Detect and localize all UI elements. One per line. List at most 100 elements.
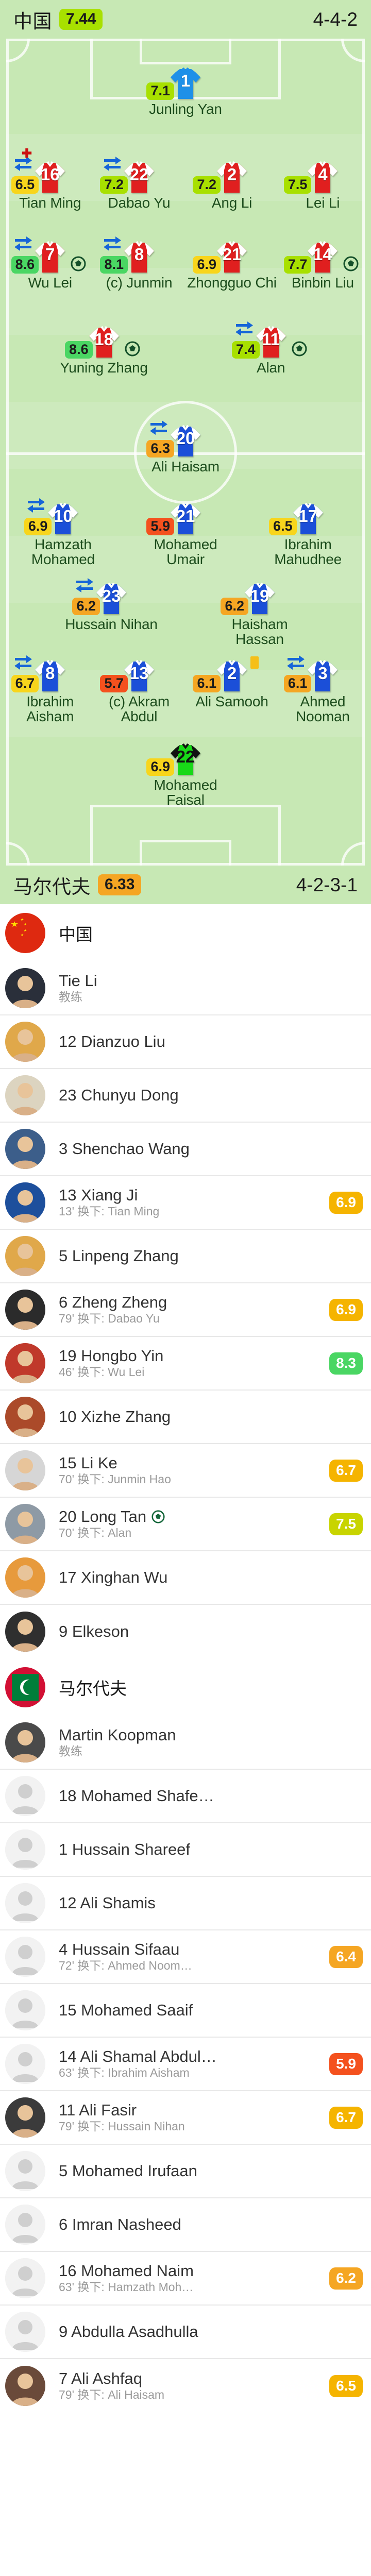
list-item[interactable]: 12 Dianzuo Liu bbox=[0, 1015, 371, 1069]
pitch-player-token[interactable]: 7 8.6 Wu Lei bbox=[4, 234, 96, 290]
list-item-info: 15 Mohamed Saaif bbox=[59, 2001, 363, 2020]
list-item-name: 10 Xizhe Zhang bbox=[59, 1407, 171, 1426]
list-item[interactable]: 19 Hongbo Yin 46' 换下: Wu Lei 8.3 bbox=[0, 1337, 371, 1391]
jersey-number: 8 bbox=[134, 245, 144, 264]
avatar bbox=[5, 1557, 45, 1598]
list-item-info: 17 Xinghan Wu bbox=[59, 1568, 363, 1587]
list-item[interactable]: 5 Mohamed Irufaan bbox=[0, 2145, 371, 2198]
list-item[interactable]: 10 Xizhe Zhang bbox=[0, 1391, 371, 1444]
player-shirt-row: 17 6.5 bbox=[262, 496, 355, 535]
pitch-player-token[interactable]: 8 8.1 (c) Junmin bbox=[93, 234, 185, 290]
pitch-player-token[interactable]: 1 7.1 Junling Yan bbox=[139, 61, 232, 116]
pitch-player-token[interactable]: 3 6.1 Ahmed Nooman bbox=[276, 653, 369, 724]
list-item-rating-badge: 6.7 bbox=[329, 2106, 363, 2129]
player-shirt-row: 10 6.9 bbox=[16, 496, 109, 535]
home-team-rating: 7.44 bbox=[59, 9, 103, 30]
list-item[interactable]: 9 Elkeson bbox=[0, 1605, 371, 1658]
pitch-player-token[interactable]: 14 7.7 Binbin Liu bbox=[276, 234, 369, 290]
goal-icon bbox=[343, 256, 359, 272]
list-item[interactable]: 1 Hussain Shareef bbox=[0, 1823, 371, 1877]
list-item[interactable]: 11 Ali Fasir 79' 换下: Hussain Nihan 6.7 bbox=[0, 2091, 371, 2145]
list-item-name: 11 Ali Fasir bbox=[59, 2100, 137, 2119]
avatar bbox=[5, 1236, 45, 1276]
player-shirt-row: 20 6.3 bbox=[139, 418, 232, 457]
player-rating-badge: 6.1 bbox=[283, 675, 312, 692]
list-item-info: 9 Elkeson bbox=[59, 1622, 363, 1641]
player-rating-badge: 6.2 bbox=[221, 598, 248, 615]
list-item-info: Martin Koopman 教练 bbox=[59, 1726, 363, 1759]
pitch-player-token[interactable]: 19 6.2 Haisham Hassan bbox=[213, 576, 306, 647]
list-item[interactable]: 12 Ali Shamis bbox=[0, 1877, 371, 1930]
pitch-player-token[interactable]: 13 5.7 (c) Akram Abdul bbox=[93, 653, 185, 724]
pitch-player-token[interactable]: 21 5.9 Mohamed Umair bbox=[139, 496, 232, 567]
home-list-team-name: 中国 bbox=[59, 925, 93, 944]
jersey-number: 20 bbox=[176, 429, 195, 448]
pitch-player-token[interactable]: 20 6.3 Ali Haisam bbox=[139, 418, 232, 474]
list-item[interactable]: 9 Abdulla Asadhulla bbox=[0, 2306, 371, 2359]
list-item-subtext: 63' 换下: Ibrahim Aisham bbox=[59, 2066, 190, 2080]
player-shirt-row: 21 5.9 bbox=[139, 496, 232, 535]
home-team-name: 中国 bbox=[13, 10, 52, 32]
jersey-number: 22 bbox=[176, 747, 195, 766]
list-item-rating-badge: 6.9 bbox=[329, 1191, 363, 1214]
pitch-player-token[interactable]: 11 7.4 Alan bbox=[225, 319, 317, 375]
list-item-name: 12 Dianzuo Liu bbox=[59, 1032, 165, 1050]
jersey-number: 4 bbox=[318, 165, 328, 184]
jersey-number: 17 bbox=[298, 506, 317, 526]
list-item[interactable]: 5 Linpeng Zhang bbox=[0, 1230, 371, 1283]
jersey-icon: 10 bbox=[47, 501, 79, 535]
pitch-player-token[interactable]: 22 7.2 Dabao Yu bbox=[93, 155, 185, 210]
list-item[interactable]: 16 Mohamed Naim 63' 换下: Hamzath Moh… 6.2 bbox=[0, 2252, 371, 2306]
pitch-player-token[interactable]: 2 6.1 Ali Samooh bbox=[185, 653, 278, 709]
list-item[interactable]: 15 Li Ke 70' 换下: Junmin Hao 6.7 bbox=[0, 1444, 371, 1498]
avatar bbox=[5, 1722, 45, 1762]
list-item[interactable]: 13 Xiang Ji 13' 换下: Tian Ming 6.9 bbox=[0, 1176, 371, 1230]
pitch-player-token[interactable]: 16 6.5 Tian Ming bbox=[4, 148, 96, 210]
list-item[interactable]: 14 Ali Shamal Abdul… 63' 换下: Ibrahim Ais… bbox=[0, 2038, 371, 2091]
pitch-player-token[interactable]: 21 6.9 Zhongguo Chi bbox=[185, 234, 278, 290]
jersey-number: 10 bbox=[54, 506, 73, 526]
list-item[interactable]: 17 Xinghan Wu bbox=[0, 1551, 371, 1605]
list-item-name: 1 Hussain Shareef bbox=[59, 1840, 191, 1858]
list-item-info: 16 Mohamed Naim 63' 换下: Hamzath Moh… bbox=[59, 2262, 323, 2295]
jersey-number: 2 bbox=[227, 664, 237, 683]
list-item[interactable]: 23 Chunyu Dong bbox=[0, 1069, 371, 1123]
player-shirt-row: 2 6.1 bbox=[185, 653, 278, 692]
list-item[interactable]: Martin Koopman 教练 bbox=[0, 1716, 371, 1770]
player-rating-badge: 7.1 bbox=[146, 82, 174, 100]
list-item-name: 13 Xiang Ji bbox=[59, 1185, 138, 1204]
pitch-player-token[interactable]: 2 7.2 Ang Li bbox=[185, 155, 278, 210]
pitch-player-token[interactable]: 22 6.9 Mohamed Faisal bbox=[139, 737, 232, 807]
list-item-subtext: 13' 换下: Tian Ming bbox=[59, 1205, 160, 1218]
player-rating-badge: 7.2 bbox=[100, 176, 128, 194]
pitch-player-name: Lei Li bbox=[306, 195, 340, 211]
list-item-subtext: 79' 换下: Hussain Nihan bbox=[59, 2120, 185, 2133]
pitch-player-token[interactable]: 18 8.6 Yuning Zhang bbox=[58, 319, 150, 375]
avatar bbox=[5, 1937, 45, 1977]
list-item[interactable]: 4 Hussain Sifaau 72' 换下: Ahmed Noom… 6.4 bbox=[0, 1930, 371, 1984]
pitch-player-name: Alan bbox=[256, 360, 285, 376]
pitch-player-token[interactable]: 23 6.2 Hussain Nihan bbox=[65, 576, 158, 632]
list-item[interactable]: Tie Li 教练 bbox=[0, 962, 371, 1015]
away-team-rating: 6.33 bbox=[98, 874, 142, 895]
pitch-player-token[interactable]: 8 6.7 Ibrahim Aisham bbox=[4, 653, 96, 724]
list-item-rating-badge: 5.9 bbox=[329, 2053, 363, 2075]
list-item[interactable]: 20 Long Tan 70' 换下: Alan 7.5 bbox=[0, 1498, 371, 1551]
pitch-player-token[interactable]: 17 6.5 Ibrahim Mahudhee bbox=[262, 496, 355, 567]
list-item[interactable]: 6 Zheng Zheng 79' 换下: Dabao Yu 6.9 bbox=[0, 1283, 371, 1337]
substitution-icon bbox=[102, 234, 123, 252]
list-item-info: 5 Mohamed Irufaan bbox=[59, 2162, 363, 2181]
list-item[interactable]: 6 Imran Nasheed bbox=[0, 2198, 371, 2252]
player-rating-badge: 6.2 bbox=[72, 598, 100, 615]
player-shirt-row: 22 6.9 bbox=[139, 737, 232, 776]
pitch-player-token[interactable]: 4 7.5 Lei Li bbox=[276, 155, 369, 210]
pitch-player-token[interactable]: 10 6.9 Hamzath Mohamed bbox=[16, 496, 109, 567]
list-item-info: 18 Mohamed Shafe… bbox=[59, 1787, 363, 1806]
jersey-icon: 21 bbox=[170, 501, 201, 535]
list-item[interactable]: 7 Ali Ashfaq 79' 换下: Ali Haisam 6.5 bbox=[0, 2359, 371, 2413]
list-item[interactable]: 3 Shenchao Wang bbox=[0, 1123, 371, 1176]
avatar bbox=[5, 2097, 45, 2138]
list-item[interactable]: 15 Mohamed Saaif bbox=[0, 1984, 371, 2038]
pitch-player-name: Junling Yan bbox=[149, 101, 222, 117]
list-item[interactable]: 18 Mohamed Shafe… bbox=[0, 1770, 371, 1823]
